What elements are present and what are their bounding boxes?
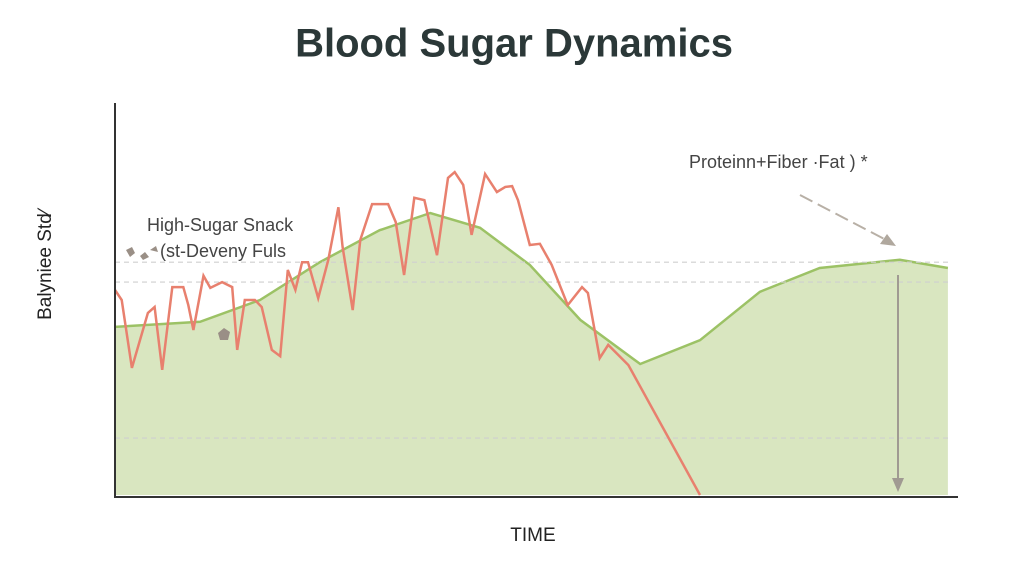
annotation: Proteinn+Fiber ·Fat ) * [689,152,868,172]
arrow [799,194,891,243]
y-axis-label: Balyniee Std⁄ [35,207,56,320]
area-line [114,211,949,366]
chart-title: Blood Sugar Dynamics [295,22,733,66]
annotation: (st-Deveny Fuls [160,241,286,261]
x-axis-label: TIME [510,525,555,546]
arrow-head [880,234,896,246]
arrow-head [892,478,904,492]
annotation: High-Sugar Snack [147,215,294,235]
line [113,170,702,496]
plot-area [113,170,949,496]
